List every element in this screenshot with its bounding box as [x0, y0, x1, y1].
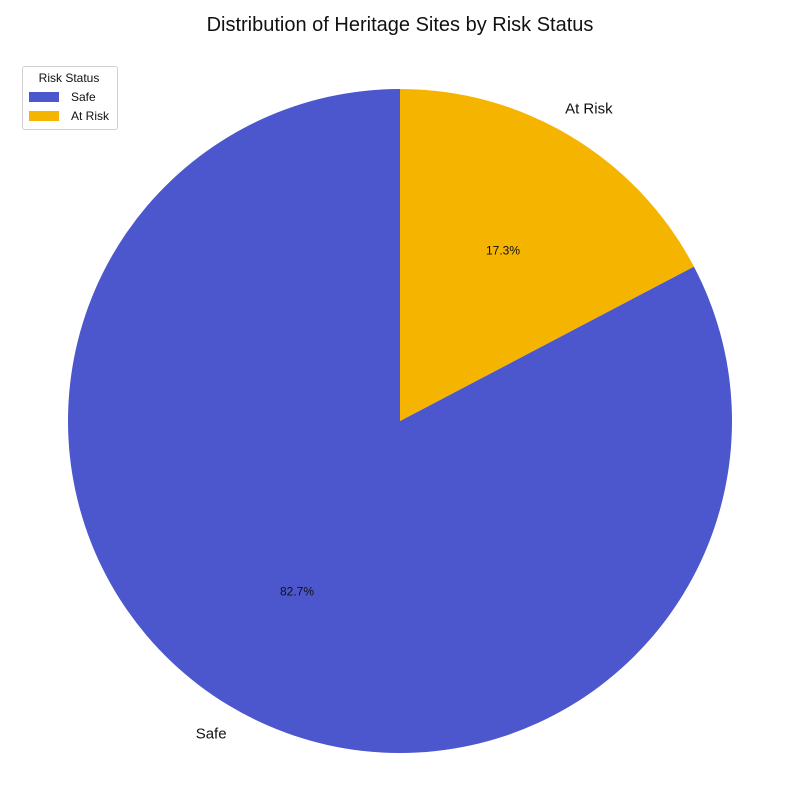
legend-label-safe: Safe [71, 89, 96, 104]
pie-slice-safe [67, 89, 732, 754]
pie-percent-label-at-risk: 17.3% [486, 244, 520, 258]
pie-labels: 82.7% Safe 17.3% At Risk [196, 100, 613, 742]
legend-swatch-at-risk [29, 110, 59, 121]
legend: Risk Status Safe At Risk [22, 66, 119, 130]
legend-item-safe: Safe [29, 87, 109, 106]
pie-slice-at-risk [400, 89, 694, 421]
pie-slice-label-safe: Safe [196, 726, 227, 743]
chart-title: Distribution of Heritage Sites by Risk S… [207, 14, 594, 36]
pie-percent-label-safe: 82.7% [280, 584, 314, 598]
legend-item-at-risk: At Risk [29, 106, 109, 125]
legend-title: Risk Status [38, 71, 100, 85]
pie-slices [67, 89, 732, 754]
legend-label-at-risk: At Risk [71, 108, 110, 123]
legend-swatch-safe [29, 91, 59, 102]
pie-slice-label-at-risk: At Risk [565, 100, 613, 117]
